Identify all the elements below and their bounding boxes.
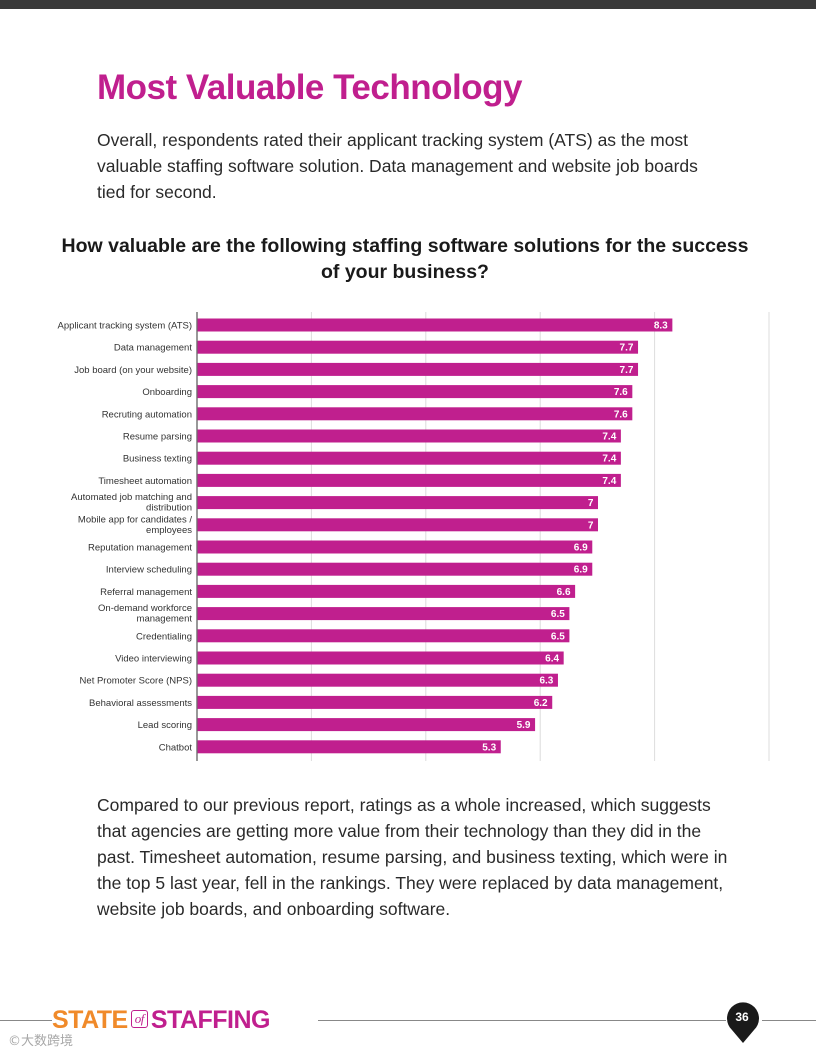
category-label: distribution: [146, 503, 192, 514]
bar-value-label: 7.7: [620, 365, 634, 376]
bar: [197, 629, 570, 643]
page-title: Most Valuable Technology: [97, 68, 522, 107]
category-label: Video interviewing: [115, 654, 192, 665]
watermark-text: 大数跨境: [21, 1034, 74, 1049]
bar: [197, 673, 558, 687]
category-label: Applicant tracking system (ATS): [58, 321, 192, 332]
top-bar: [0, 0, 816, 9]
bar-value-label: 7.4: [602, 432, 616, 443]
bar-value-label: 6.5: [551, 609, 565, 620]
bar-value-label: 6.2: [534, 698, 548, 709]
category-label: management: [137, 614, 193, 625]
bar-value-label: 8.3: [654, 321, 668, 332]
page-number: 36: [735, 1010, 749, 1024]
bar-value-label: 7.6: [614, 409, 628, 420]
footer-rule-left: [0, 1020, 52, 1021]
bar-value-label: 6.6: [557, 587, 571, 598]
category-label: Chatbot: [159, 742, 193, 753]
brand-logo: STATE of STAFFING: [52, 1006, 271, 1035]
bar-chart: 8.3 Applicant tracking system (ATS) 7.7 Dat…: [58, 312, 770, 761]
intro-paragraph: Overall, respondents rated their applica…: [97, 130, 698, 202]
category-label: Referral management: [100, 587, 192, 598]
category-label: Resume parsing: [123, 432, 192, 443]
brand-word-state: STATE: [52, 1006, 128, 1034]
bar: [197, 695, 553, 709]
bar: [197, 385, 633, 399]
category-label: Onboarding: [142, 387, 192, 398]
brand-word-of: of: [130, 1010, 148, 1028]
bar-value-label: 6.9: [574, 565, 588, 576]
bar-value-label: 7.4: [602, 454, 616, 465]
bar: [197, 718, 536, 732]
bar-value-label: 5.3: [482, 742, 496, 753]
bar: [197, 496, 598, 510]
bar-value-label: 5.9: [517, 720, 531, 731]
bar: [197, 451, 621, 465]
bar: [197, 340, 639, 354]
category-label: Job board (on your website): [74, 365, 192, 376]
footer-rule-middle: [318, 1020, 726, 1021]
category-label: Lead scoring: [138, 720, 192, 731]
page-badge-icon: [727, 1002, 759, 1043]
bar-value-label: 7.7: [620, 343, 634, 354]
category-label: Timesheet automation: [98, 476, 192, 487]
bar: [197, 518, 598, 532]
watermark: ©大数跨境: [8, 1034, 74, 1049]
bar: [197, 407, 633, 421]
category-label: Behavioral assessments: [89, 698, 192, 709]
bar: [197, 318, 673, 332]
bar-value-label: 6.4: [545, 654, 559, 665]
bar: [197, 562, 593, 576]
category-label: Automated job matching and: [71, 492, 192, 503]
category-label: Mobile app for candidates /: [78, 514, 192, 525]
bar-value-label: 7: [588, 498, 594, 509]
category-label: On-demand workforce: [98, 603, 192, 614]
bar: [197, 651, 564, 665]
bar: [197, 362, 639, 376]
bar-value-label: 7.6: [614, 387, 628, 398]
bar: [197, 584, 576, 598]
bar: [197, 740, 501, 754]
brand-word-staffing: STAFFING: [150, 1006, 271, 1034]
category-label: employees: [146, 525, 192, 536]
category-label: Business texting: [123, 454, 192, 465]
category-label: Reputation management: [88, 543, 192, 554]
bar-value-label: 6.9: [574, 543, 588, 554]
bar: [197, 540, 593, 554]
bar: [197, 607, 570, 621]
bar-value-label: 6.5: [551, 631, 565, 642]
bar: [197, 473, 621, 487]
category-label: Credentialing: [136, 631, 192, 642]
category-label: Data management: [114, 343, 193, 354]
bar-value-label: 7.4: [602, 476, 616, 487]
bar: [197, 429, 621, 443]
summary-paragraph: Compared to our previous report, ratings…: [97, 795, 728, 919]
bar-value-label: 7: [588, 520, 594, 531]
category-label: Recruting automation: [102, 409, 192, 420]
chart-title: How valuable are the following staffing …: [61, 235, 749, 283]
footer-rule-right: [762, 1020, 816, 1021]
category-label: Interview scheduling: [106, 565, 192, 576]
category-label: Net Promoter Score (NPS): [80, 676, 192, 687]
bar-value-label: 6.3: [539, 676, 553, 687]
